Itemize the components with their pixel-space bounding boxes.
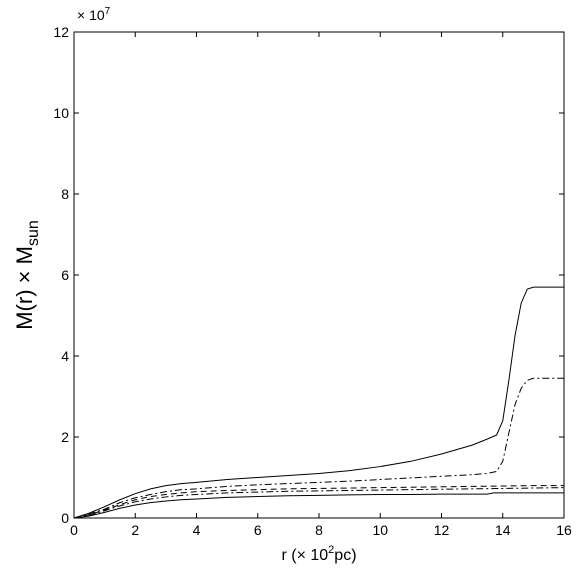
series-line-2 xyxy=(73,377,564,519)
series-layer xyxy=(73,286,565,519)
series-line-5 xyxy=(73,492,564,519)
y-tick-label: 2 xyxy=(61,429,69,445)
tick-labels: 0 2 4 6 8 10 12 14 16 0 2 4 6 8 10 12 xyxy=(53,24,572,538)
y-tick-label: 6 xyxy=(61,267,69,283)
x-tick-label: 6 xyxy=(254,522,262,538)
x-tick-label: 0 xyxy=(70,522,78,538)
y-tick-label: 0 xyxy=(61,510,69,526)
x-tick-label: 4 xyxy=(193,522,201,538)
x-tick-label: 8 xyxy=(315,522,323,538)
x-tick-label: 10 xyxy=(372,522,388,538)
x-tick-label: 16 xyxy=(556,522,572,538)
axis-ticks xyxy=(73,31,565,519)
plot-frame xyxy=(73,31,565,519)
x-axis-label: r (× 102pc) xyxy=(281,544,356,564)
y-axis-multiplier: × 107 xyxy=(77,6,111,23)
x-tick-label: 2 xyxy=(131,522,139,538)
series-line-3 xyxy=(73,485,564,519)
y-tick-label: 12 xyxy=(53,24,69,40)
series-line-1 xyxy=(73,286,564,519)
y-axis-label: M(r) × Msun xyxy=(12,220,42,330)
x-tick-label: 12 xyxy=(434,522,450,538)
x-tick-label: 14 xyxy=(495,522,511,538)
y-tick-label: 10 xyxy=(53,105,69,121)
y-tick-label: 4 xyxy=(61,348,69,364)
y-tick-label: 8 xyxy=(61,186,69,202)
series-line-4 xyxy=(73,487,565,519)
